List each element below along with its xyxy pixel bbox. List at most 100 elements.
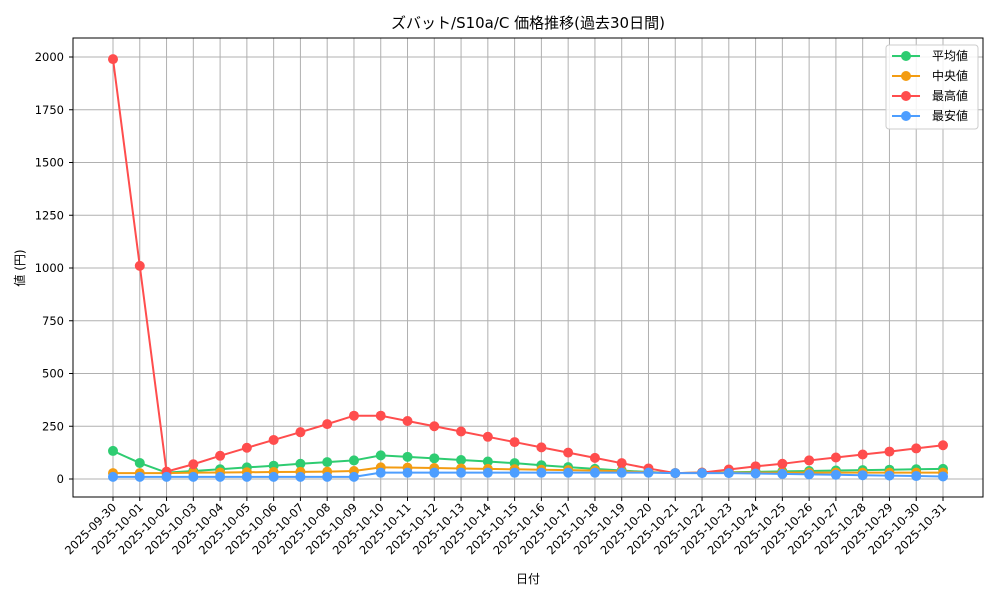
legend-marker-icon [901, 111, 911, 121]
data-point [348, 471, 359, 482]
data-point [938, 471, 948, 482]
legend-label: 最安値 [932, 108, 968, 123]
y-tick-label: 1750 [35, 103, 64, 117]
data-point [348, 455, 359, 466]
data-point [295, 427, 306, 438]
y-axis-label: 値 (円) [12, 249, 27, 286]
legend-item: 平均値 [892, 48, 968, 63]
legend-marker-icon [901, 71, 911, 81]
grid-lines [73, 38, 983, 497]
data-point [589, 452, 600, 463]
legend-marker-icon [901, 91, 911, 101]
data-point [456, 426, 467, 437]
series-line [112, 58, 944, 475]
data-point [670, 468, 681, 479]
data-point [777, 458, 788, 469]
series-layer [108, 54, 948, 482]
data-point [402, 415, 413, 426]
data-point [215, 450, 226, 461]
data-point [563, 467, 574, 478]
data-point [830, 452, 841, 463]
data-point [857, 470, 868, 481]
data-point [456, 467, 467, 478]
data-point [723, 468, 734, 479]
data-point [268, 434, 279, 445]
data-point [536, 467, 547, 478]
data-point [188, 459, 199, 470]
data-point [375, 450, 386, 461]
data-point [616, 467, 627, 478]
data-point [402, 467, 413, 478]
series-最高値 [108, 54, 948, 479]
data-point [108, 471, 118, 482]
y-axis-ticks: 0 250 500 750 1000 1250 1500 1750 2000 [35, 50, 73, 486]
legend-item: 中央値 [892, 68, 968, 83]
data-point [375, 467, 386, 478]
data-point [322, 457, 333, 468]
data-point [884, 470, 895, 481]
data-point [536, 442, 547, 453]
data-point [643, 467, 654, 478]
data-point [804, 455, 815, 466]
data-point [134, 471, 145, 482]
legend-label: 最高値 [932, 88, 968, 103]
data-point [616, 458, 627, 469]
legend-label: 中央値 [932, 68, 968, 83]
data-point [322, 471, 333, 482]
data-point [429, 453, 440, 464]
data-point [348, 410, 359, 421]
data-point [857, 449, 868, 460]
data-point [482, 467, 493, 478]
data-point [830, 469, 841, 480]
y-tick-label: 1250 [35, 208, 64, 222]
data-point [161, 471, 172, 482]
data-point [295, 471, 306, 482]
legend-marker-icon [901, 51, 911, 61]
data-point [509, 467, 520, 478]
legend-label: 平均値 [932, 48, 968, 63]
data-point [750, 461, 761, 472]
data-point [188, 471, 199, 482]
y-tick-label: 500 [42, 367, 64, 381]
data-point [911, 471, 922, 482]
data-point [241, 442, 252, 453]
data-point [215, 471, 226, 482]
chart-title: ズバット/S10a/C 価格推移(過去30日間) [391, 14, 665, 32]
legend-box [885, 44, 979, 130]
y-tick-label: 1500 [35, 156, 64, 170]
series-最安値 [108, 467, 948, 482]
data-point [268, 471, 279, 482]
data-point [322, 419, 333, 430]
data-point [108, 445, 118, 456]
data-point [482, 456, 493, 467]
data-point [295, 458, 306, 469]
data-point [938, 440, 948, 451]
data-point [429, 421, 440, 432]
y-tick-label: 1000 [35, 261, 64, 275]
data-point [804, 469, 815, 480]
data-point [241, 471, 252, 482]
data-point [456, 455, 467, 466]
data-point [134, 457, 145, 468]
legend-item: 最安値 [892, 108, 968, 123]
data-point [482, 431, 493, 442]
data-point [911, 443, 922, 454]
data-point [884, 446, 895, 457]
data-point [697, 468, 708, 479]
data-point [134, 260, 145, 271]
y-tick-label: 750 [42, 314, 64, 328]
data-point [509, 437, 520, 448]
x-axis-label: 日付 [516, 572, 540, 586]
data-point [375, 410, 386, 421]
data-point [108, 54, 118, 65]
data-point [563, 447, 574, 458]
y-tick-label: 2000 [35, 50, 64, 64]
y-tick-label: 0 [57, 472, 64, 486]
data-point [777, 468, 788, 479]
x-axis-ticks: 2025-09-302025-10-012025-10-022025-10-03… [62, 497, 949, 557]
data-point [402, 451, 413, 462]
y-tick-label: 250 [42, 419, 64, 433]
legend-item: 最高値 [892, 88, 968, 103]
